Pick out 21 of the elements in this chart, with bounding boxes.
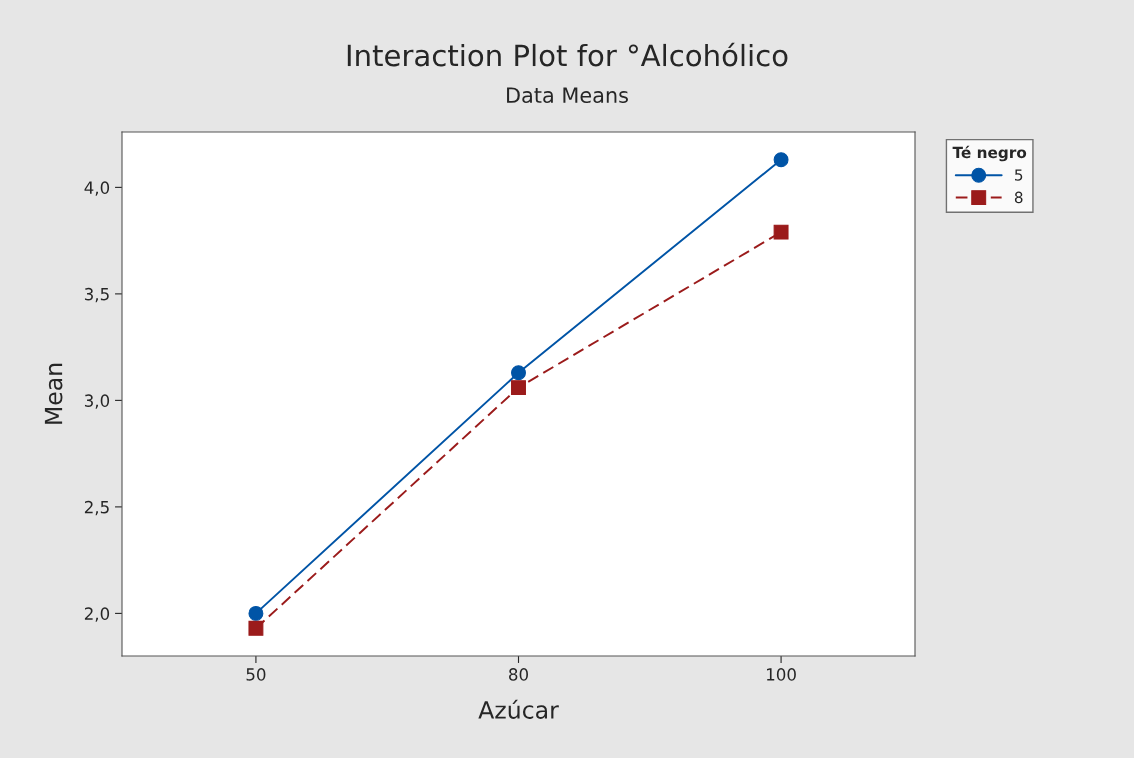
point xyxy=(773,224,789,240)
x-tick-label: 100 xyxy=(767,668,796,681)
y-tick-label: 2,0 xyxy=(84,607,110,622)
chart-title: Interaction Plot for °Alcohólico xyxy=(347,42,788,67)
point xyxy=(248,620,264,636)
point xyxy=(248,605,264,621)
x-tick-label: 50 xyxy=(246,668,266,681)
chart-subtitle: Data Means xyxy=(507,87,628,104)
y-axis-title: Mean xyxy=(44,363,63,424)
point xyxy=(511,365,526,381)
point xyxy=(773,152,789,168)
legend-label: 5 xyxy=(1015,169,1023,181)
y-tick-label: 3,5 xyxy=(84,287,109,303)
y-tick-label: 3,0 xyxy=(84,394,110,409)
x-tick-label: 80 xyxy=(509,668,528,681)
legend-label: 8 xyxy=(1014,191,1023,204)
x-axis-title: Azúcar xyxy=(478,699,559,719)
y-tick-label: 2,5 xyxy=(84,500,109,516)
legend-title: Té negro xyxy=(952,145,1027,162)
point xyxy=(511,380,526,396)
y-tick-label: 4,0 xyxy=(84,181,110,196)
